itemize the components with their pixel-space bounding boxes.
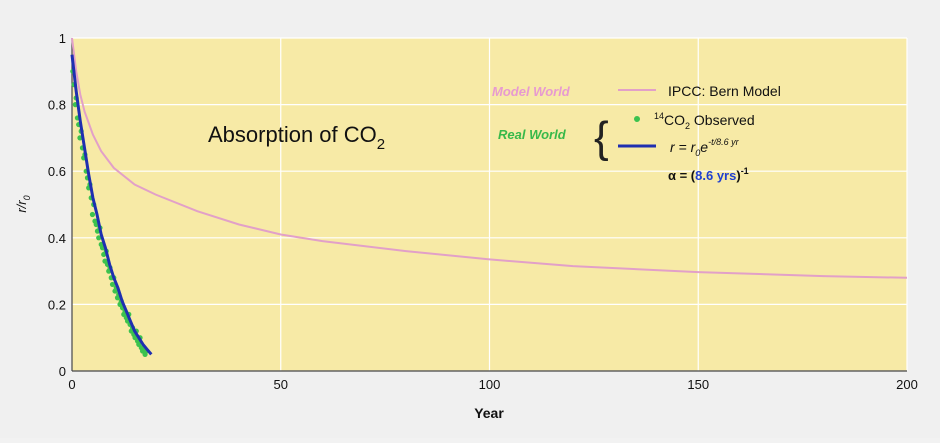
legend-brace: {: [594, 113, 609, 162]
axes: 0 50 100 150 200 0 0.2 0.4 0.6 0.8 1: [48, 31, 918, 392]
observed-point: [109, 281, 116, 288]
legend-alpha: α = (8.6 yrs)-1: [668, 166, 749, 183]
x-tick-label: 100: [479, 377, 501, 392]
legend-fit-sub: 0: [695, 148, 700, 158]
legend-fit-e: e: [700, 139, 708, 155]
x-tick-label: 150: [687, 377, 709, 392]
legend-bern-label: IPCC: Bern Model: [668, 83, 781, 99]
series-line-bern-model: [71, 37, 908, 279]
y-axis-label-sub: 0: [22, 195, 32, 200]
observed-point: [89, 211, 96, 218]
chart-marks: [70, 37, 908, 357]
y-axis-label-main: r/r: [14, 200, 29, 213]
legend-observed-sub: 2: [685, 121, 690, 131]
y-tick-label: 0.6: [48, 164, 66, 179]
legend-observed-main: CO: [664, 112, 685, 128]
chart-title: Absorption of CO2: [208, 122, 385, 153]
legend-alpha-suffix: ): [736, 168, 740, 183]
x-tick-label: 200: [896, 377, 918, 392]
legend-observed-label: 14CO2 Observed: [654, 111, 755, 131]
y-tick-label: 0: [59, 364, 66, 379]
y-tick-label: 1: [59, 31, 66, 46]
legend-fit-label: r = r0e-t/8.6 yr: [670, 137, 740, 158]
x-tick-label: 50: [274, 377, 288, 392]
chart-title-main: Absorption of CO: [208, 122, 377, 147]
y-tick-label: 0.2: [48, 297, 66, 312]
legend: Model World IPCC: Bern Model Real World …: [492, 83, 781, 183]
x-tick-label: 0: [68, 377, 75, 392]
series-line-exponential-fit: [70, 54, 153, 356]
y-tick-label: 0.8: [48, 98, 66, 113]
legend-observed-sup: 14: [654, 111, 664, 121]
legend-fit-r: r = r: [670, 139, 697, 155]
legend-real-world-label: Real World: [498, 127, 567, 142]
legend-fit-exp: -t/8.6 yr: [708, 137, 740, 147]
legend-observed-swatch: [634, 116, 640, 122]
observed-point: [96, 235, 102, 241]
legend-alpha-prefix: α = (: [668, 168, 696, 183]
x-axis-label: Year: [474, 405, 504, 421]
legend-observed-rest: Observed: [690, 112, 755, 128]
chart-title-sub: 2: [377, 136, 385, 153]
legend-alpha-exp: -1: [741, 166, 749, 176]
y-tick-label: 0.4: [48, 231, 66, 246]
legend-model-world-label: Model World: [492, 84, 571, 99]
y-axis-label: r/r0: [14, 195, 32, 212]
legend-alpha-value: 8.6 yrs: [695, 168, 736, 183]
